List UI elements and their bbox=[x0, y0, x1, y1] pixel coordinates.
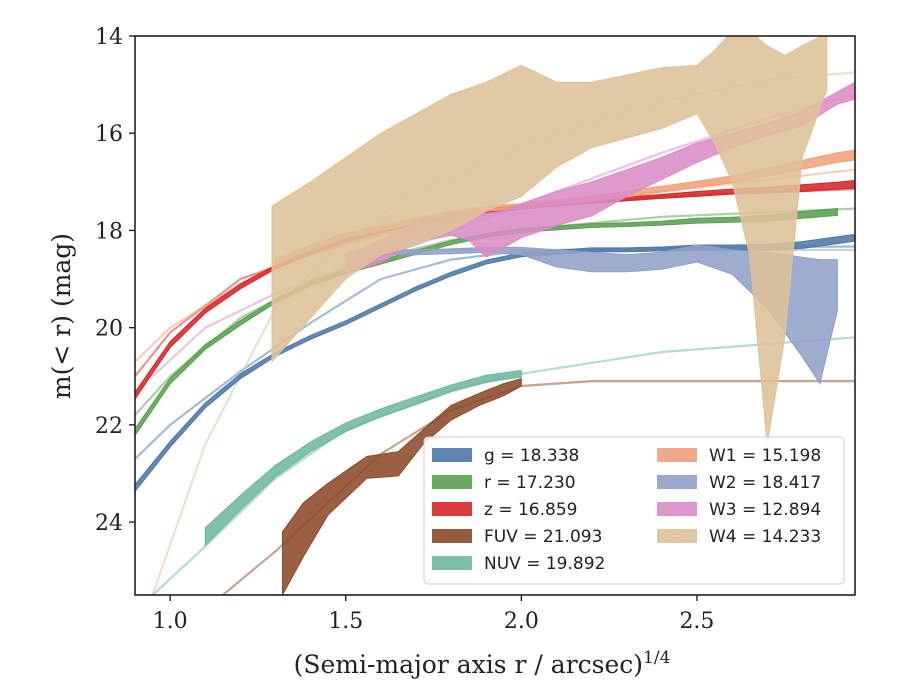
x-tick-label: 1.0 bbox=[153, 609, 188, 634]
legend-frame bbox=[423, 436, 845, 585]
legend-swatch-w4 bbox=[657, 529, 697, 543]
y-tick-label: 20 bbox=[95, 317, 123, 342]
y-tick-label: 18 bbox=[95, 219, 123, 244]
legend-label-g: g = 18.338 bbox=[484, 446, 579, 466]
legend-label-w2: W2 = 18.417 bbox=[709, 473, 821, 493]
legend-label-r: r = 17.230 bbox=[484, 473, 576, 493]
data-band-nuv bbox=[204, 369, 522, 547]
legend-swatch-nuv bbox=[432, 556, 472, 570]
x-axis-label-text: (Semi-major axis r / arcsec) bbox=[294, 650, 643, 679]
legend-swatch-w2 bbox=[657, 475, 697, 489]
legend-swatch-w1 bbox=[657, 448, 697, 462]
legend-label-nuv: NUV = 19.892 bbox=[484, 554, 605, 574]
y-tick-label: 16 bbox=[95, 122, 123, 147]
legend: g = 18.338 r = 17.230 z = 16.859 FUV = 21.0… bbox=[423, 436, 845, 585]
legend-swatch-fuv bbox=[432, 529, 472, 543]
legend-label-z: z = 16.859 bbox=[484, 500, 577, 520]
x-tick-label: 2.0 bbox=[504, 609, 539, 634]
legend-swatch-z bbox=[432, 502, 472, 516]
legend-label-w3: W3 = 12.894 bbox=[709, 500, 821, 520]
x-axis-label-exponent: 1/4 bbox=[643, 648, 670, 668]
y-tick-label: 22 bbox=[95, 414, 123, 439]
legend-label-w4: W4 = 14.233 bbox=[709, 527, 821, 547]
legend-label-fuv: FUV = 21.093 bbox=[484, 527, 602, 547]
data-band-w4 bbox=[271, 36, 828, 445]
y-axis-ticks: 14 16 18 20 22 24 bbox=[95, 25, 135, 536]
data-band-g bbox=[135, 233, 855, 493]
y-tick-label: 24 bbox=[95, 511, 123, 536]
x-tick-label: 1.5 bbox=[328, 609, 363, 634]
y-axis-label: m(< r) (mag) bbox=[47, 233, 76, 399]
legend-swatch-r bbox=[432, 475, 472, 489]
legend-swatch-g bbox=[432, 448, 472, 462]
x-axis-ticks: 1.0 1.5 2.0 2.5 bbox=[153, 595, 714, 634]
plot-frame bbox=[134, 35, 856, 596]
data-band-w3 bbox=[345, 81, 855, 275]
y-tick-label: 14 bbox=[95, 25, 123, 50]
legend-label-w1: W1 = 15.198 bbox=[709, 446, 821, 466]
data-band-fuv bbox=[282, 378, 522, 595]
x-axis-label: (Semi-major axis r / arcsec)1/4 bbox=[294, 648, 671, 679]
data-bands bbox=[135, 36, 855, 595]
legend-swatch-w3 bbox=[657, 502, 697, 516]
x-tick-label: 2.5 bbox=[679, 609, 714, 634]
